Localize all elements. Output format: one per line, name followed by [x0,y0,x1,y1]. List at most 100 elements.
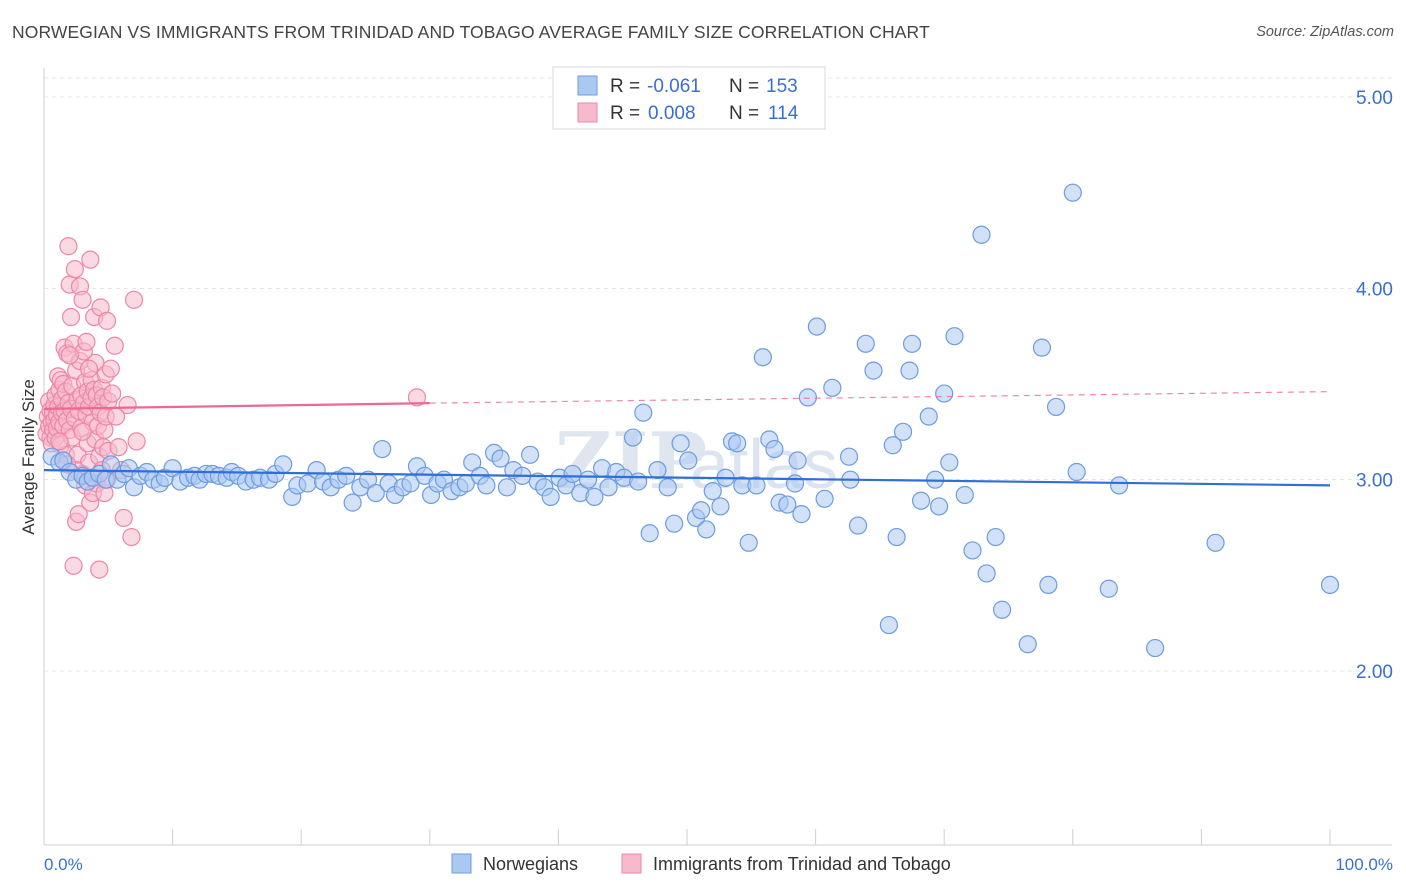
data-point [879,615,899,635]
bottom-legend-swatch-trinidad [621,853,642,874]
data-point [497,478,517,497]
data-point [703,482,722,501]
data-point [407,388,427,407]
trend-lines [43,391,1331,487]
y-tick-label: 4.00 [1356,279,1393,300]
data-point [945,327,964,346]
data-point [658,478,677,497]
data-point [697,520,716,539]
data-point [1146,638,1165,658]
legend-r-label-2: R = [610,103,640,124]
data-point [940,453,959,472]
data-point [671,434,690,453]
data-point [765,439,784,459]
data-point [665,514,684,533]
data-point [122,527,141,547]
gridlines [44,77,1392,672]
data-point [955,485,974,505]
data-point [753,348,772,367]
data-point [61,307,81,327]
data-point [343,493,362,512]
y-axis-label: Average Family Size [19,379,38,535]
data-point [911,491,931,510]
data-point [114,508,133,528]
legend-r-value-1: -0.061 [647,76,701,97]
data-point [358,470,378,489]
data-point [1206,533,1225,552]
data-point [839,447,859,466]
data-point [798,388,817,407]
data-point [1320,575,1340,595]
bottom-legend-trinidad: Immigrants from Trinidad and Tobago [653,854,951,874]
data-point [893,422,913,441]
data-point [963,541,982,560]
data-point [902,334,922,353]
chart-title: NORWEGIAN VS IMMIGRANTS FROM TRINIDAD AN… [12,22,930,42]
chart-source: Source: ZipAtlas.com [1256,24,1394,40]
data-point [992,600,1012,619]
data-point [64,556,83,575]
data-point [887,527,906,547]
y-tick-label: 5.00 [1356,88,1393,109]
data-point [373,439,392,459]
data-point [585,487,604,506]
trend-line-norwegians [43,469,1331,487]
data-point [711,497,730,516]
data-point [521,445,540,464]
data-point [1063,183,1082,202]
y-tick-label: 3.00 [1356,471,1393,492]
data-point [788,451,807,470]
x-tick-label-max: 100.0% [1335,855,1393,874]
legend-box: R = -0.061 N = 153 R = 0.008 N = 114 [552,66,826,130]
data-point [563,464,582,484]
data-point [1046,397,1066,417]
data-point [491,449,510,468]
data-point [118,395,137,415]
trend-line-trinidad [43,402,430,410]
data-point [815,489,834,508]
data-point [640,524,659,543]
data-point [366,483,385,503]
data-point [101,455,120,474]
data-point [935,384,954,403]
data-point [900,361,919,380]
legend-swatch-norwegians [577,75,598,96]
data-point [124,290,144,309]
data-point [848,516,868,535]
y-tick-labels: 2.00 3.00 4.00 5.00 [1356,88,1393,683]
series-trinidad-points [37,237,427,579]
data-point [79,359,99,378]
data-point [778,495,797,514]
data-point [1039,575,1058,595]
data-point [77,332,96,352]
data-point [739,533,758,552]
legend-n-value-2: 114 [768,103,799,124]
data-point [60,346,79,365]
data-point [1018,635,1037,654]
data-point [972,225,991,244]
bottom-legend: Norwegians Immigrants from Trinidad and … [451,853,951,874]
data-point [73,290,92,309]
legend-n-label-2: N = [729,103,759,124]
data-point [1109,476,1129,495]
data-point [541,487,560,506]
data-point [109,438,128,457]
data-point [864,361,883,380]
data-point [578,470,598,489]
legend-r-value-2: 0.008 [648,103,696,124]
data-point [105,336,124,355]
data-point [623,428,643,447]
data-point [648,461,667,480]
data-point [785,474,805,493]
data-point [1099,579,1118,598]
data-point [629,472,648,491]
data-point [692,501,711,520]
legend-n-value-1: 153 [766,76,798,97]
data-point [919,407,938,426]
data-point [986,527,1005,547]
bottom-legend-swatch-norwegians [451,853,472,874]
data-point [65,260,84,279]
data-point [463,453,482,472]
data-point [97,311,117,330]
